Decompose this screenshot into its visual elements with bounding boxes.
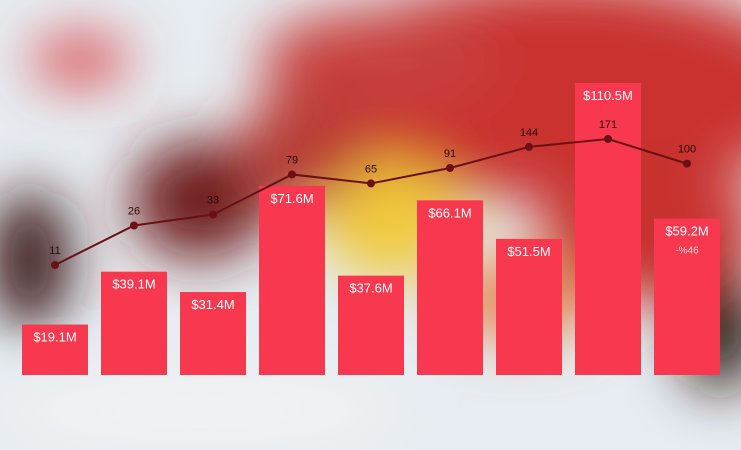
line-value-label: 33 [207, 195, 219, 207]
line-point [683, 159, 691, 168]
bar-value-label: $51.5M [507, 244, 550, 259]
bar [180, 292, 246, 375]
line-value-label: 11 [49, 245, 60, 257]
bar-value-label: $19.1M [33, 330, 76, 345]
line-point [446, 163, 454, 172]
bar [22, 324, 88, 375]
bar-value-label: $110.5M [583, 88, 633, 103]
line-value-label: 91 [444, 148, 456, 160]
bar-value-label: $39.1M [112, 277, 155, 292]
bar-value-label: $37.6M [349, 281, 392, 296]
line-value-label: 171 [599, 119, 617, 131]
line-value-label: 79 [286, 154, 298, 166]
bar [338, 275, 404, 375]
bar [259, 185, 325, 375]
bar [417, 200, 483, 375]
line-point [209, 210, 217, 219]
annotation: -%46 [675, 246, 699, 257]
line-value-label: 26 [128, 205, 140, 217]
bar-value-label: $59.2M [665, 224, 708, 239]
line-point [288, 170, 296, 179]
line-point [51, 261, 59, 269]
line-point [130, 221, 138, 230]
bar [654, 218, 720, 375]
line-point [525, 142, 533, 151]
bar [496, 238, 562, 375]
bar-value-label: $66.1M [428, 205, 471, 220]
line-point [604, 135, 612, 143]
line-value-label: 65 [365, 163, 377, 175]
bar [575, 83, 641, 375]
bar-value-label: $31.4M [191, 297, 234, 312]
bar [101, 271, 167, 375]
line-point [367, 179, 375, 188]
line-value-label: 144 [520, 127, 538, 139]
line-value-label: 100 [678, 144, 696, 156]
bar-value-label: $71.6M [270, 191, 313, 206]
